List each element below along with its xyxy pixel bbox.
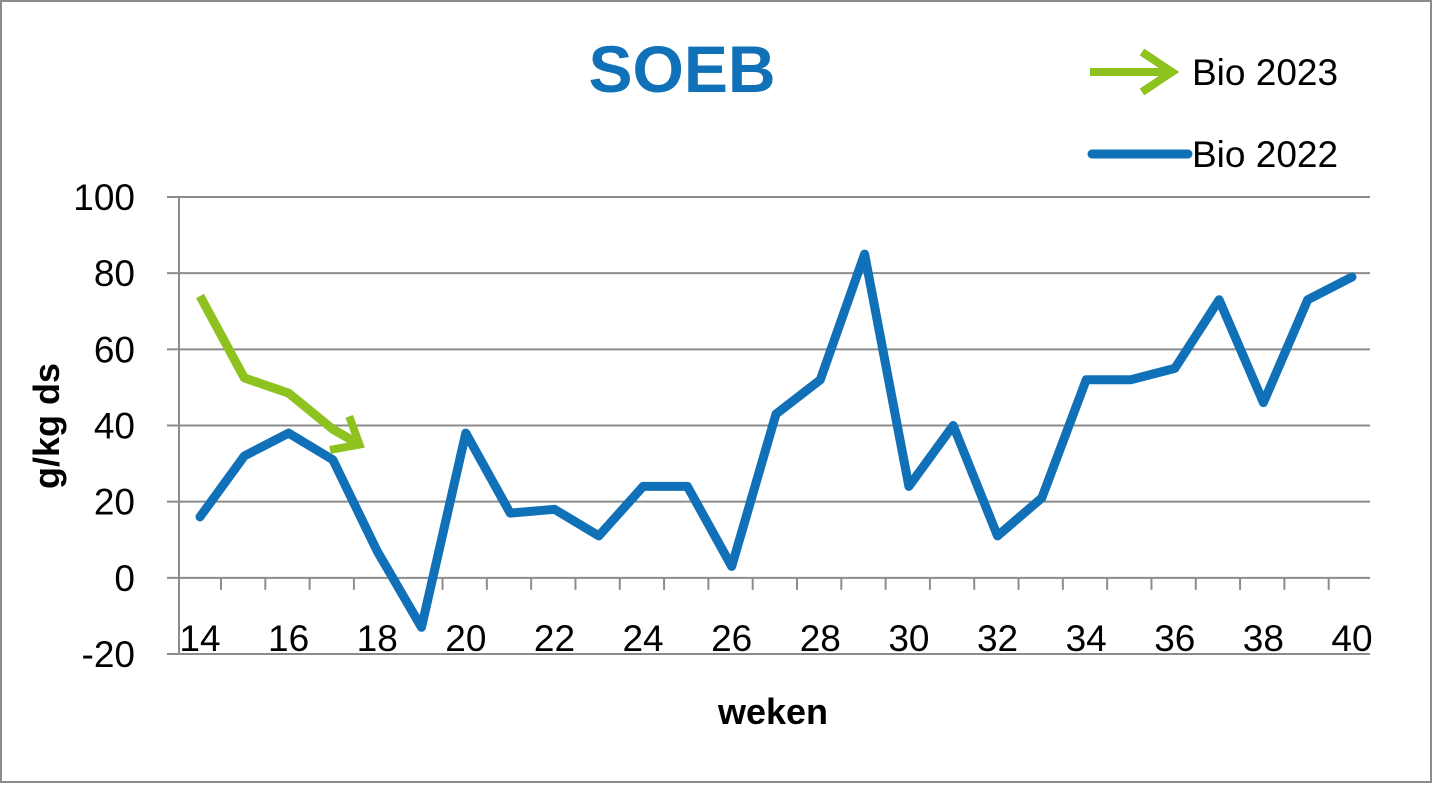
grid-layer (179, 196, 1370, 503)
x-tick-label: 36 (1154, 618, 1195, 659)
legend-label-bio-2023: Bio 2023 (1192, 52, 1338, 93)
series-layer (195, 249, 1357, 632)
series-line-bio-2023 (196, 293, 362, 449)
legend: Bio 2023 Bio 2022 (1087, 48, 1338, 175)
x-tick-label: 28 (800, 618, 841, 659)
chart-title: SOEB (588, 32, 775, 106)
y-tick-label: 0 (114, 558, 135, 599)
x-tick-label: 26 (711, 618, 752, 659)
y-tick-label: 20 (94, 482, 135, 523)
x-tick-label: 38 (1243, 618, 1284, 659)
x-tick-label: 40 (1331, 618, 1372, 659)
x-tick-label: 30 (888, 618, 929, 659)
y-tick-label: 60 (94, 329, 135, 370)
x-tick-label: 18 (357, 618, 398, 659)
y-axis-label: g/kg ds (26, 363, 67, 489)
x-tick-label: 14 (179, 618, 220, 659)
y-tick-label: 100 (73, 177, 135, 218)
axis-layer: -20 0 20 40 60 80 100 14 16 18 20 22 24 26 28 30 32 34 36 3… (73, 177, 1372, 675)
legend-label-bio-2022: Bio 2022 (1192, 134, 1338, 175)
y-tick-label: -20 (82, 634, 135, 675)
y-tick-label: 40 (94, 406, 135, 447)
x-axis-label: weken (717, 691, 828, 732)
x-tick-label: 32 (977, 618, 1018, 659)
series-arrowhead-bio-2023 (329, 414, 365, 454)
x-tick-label: 16 (268, 618, 309, 659)
x-tick-label: 24 (622, 618, 663, 659)
x-tick-label: 20 (445, 618, 486, 659)
x-tick-label: 34 (1066, 618, 1107, 659)
x-tick-label: 22 (534, 618, 575, 659)
y-tick-label: 80 (94, 253, 135, 294)
series-line-bio-2022 (195, 249, 1357, 632)
legend-arrowhead-bio-2023 (1139, 48, 1180, 96)
